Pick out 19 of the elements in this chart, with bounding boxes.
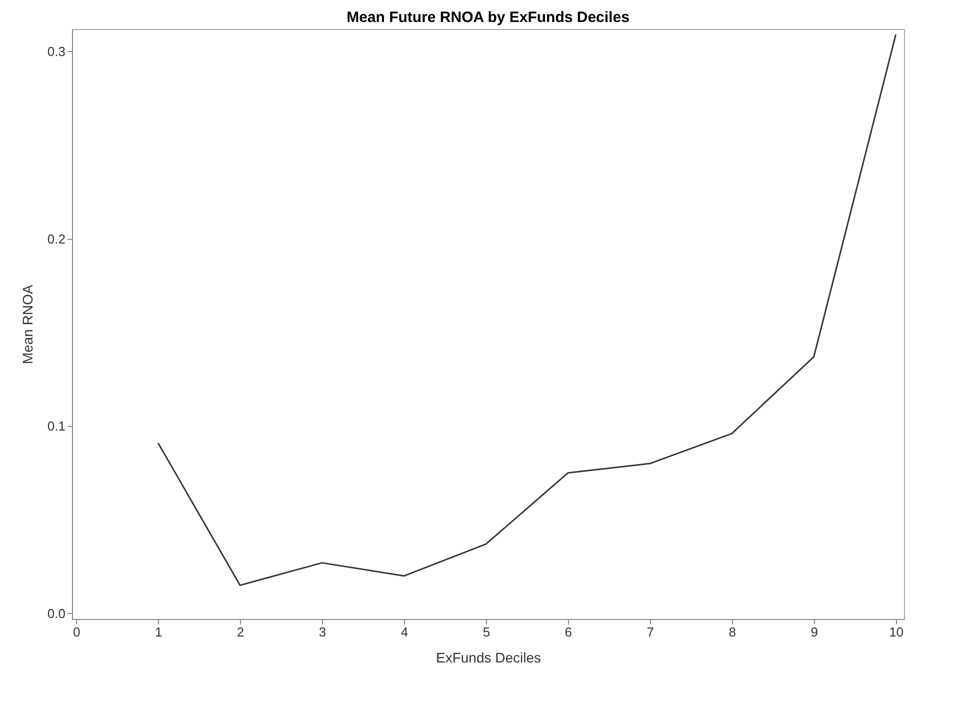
x-tick-label: 7 (646, 624, 654, 640)
line-series (157, 34, 897, 586)
y-tick-label: 0.3 (47, 44, 66, 59)
x-axis-title: ExFunds Deciles (436, 650, 542, 666)
chart-title: Mean Future RNOA by ExFunds Deciles (346, 9, 630, 26)
x-tick-label: 0 (72, 624, 80, 640)
y-tick-label: 0.2 (47, 231, 66, 246)
y-axis-title: Mean RNOA (19, 284, 36, 364)
x-tick-label: 10 (889, 624, 904, 640)
x-tick-label: 8 (728, 624, 736, 640)
y-tick-label: 0.0 (47, 606, 66, 621)
x-tick-label: 6 (564, 624, 572, 640)
x-tick-label: 2 (236, 624, 244, 640)
x-tick-label: 1 (154, 624, 162, 640)
x-tick-label: 3 (318, 624, 326, 640)
x-tick-label: 9 (810, 624, 818, 640)
x-tick-label: 4 (400, 624, 408, 640)
x-tick-label: 5 (482, 624, 490, 640)
y-tick-label: 0.1 (47, 418, 66, 434)
